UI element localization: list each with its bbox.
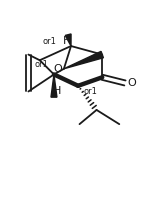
Text: O: O [54, 64, 62, 74]
Text: or1: or1 [34, 60, 48, 69]
Polygon shape [51, 74, 57, 97]
Polygon shape [65, 34, 71, 46]
Text: or1: or1 [84, 87, 98, 96]
Text: O: O [128, 78, 137, 88]
Polygon shape [64, 51, 103, 69]
Text: H: H [53, 86, 61, 96]
Text: H: H [63, 36, 71, 46]
Text: or1: or1 [43, 37, 57, 46]
